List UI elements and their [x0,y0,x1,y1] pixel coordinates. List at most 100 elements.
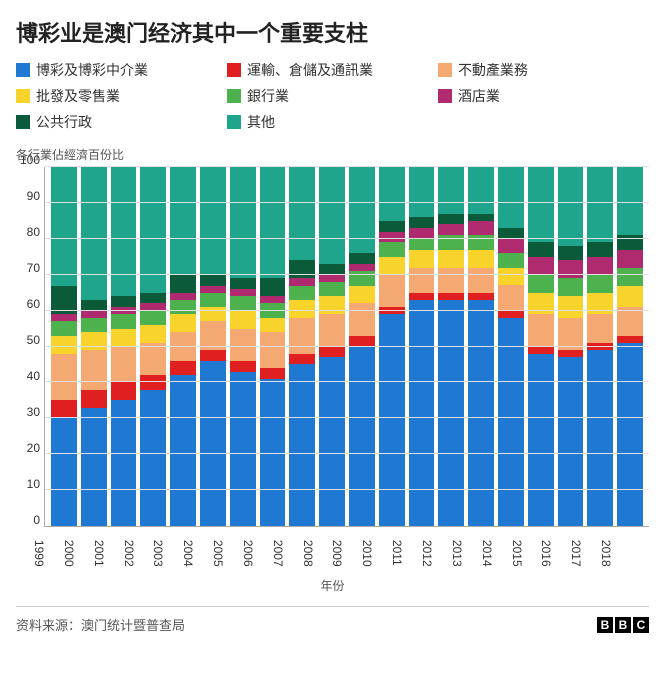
bar-segment [379,275,405,307]
bar-column [200,167,226,526]
bar-segment [111,167,137,296]
bar-segment [81,318,107,332]
bar-segment [349,347,375,527]
legend-swatch [227,63,241,77]
bar-segment [289,354,315,365]
bar-segment [51,400,77,418]
logo-letter: C [633,617,649,633]
legend-label: 公共行政 [36,112,92,132]
legend-swatch [16,63,30,77]
bar-segment [51,354,77,401]
legend-label: 運輸、倉儲及通訊業 [247,60,373,80]
bar-column [349,167,375,526]
bar-segment [260,303,286,317]
bar-segment [558,246,584,260]
legend-item: 酒店業 [438,86,649,106]
bar-segment [230,361,256,372]
bars-container [45,167,649,526]
bar-segment [319,314,345,346]
x-axis-title: 年份 [16,577,649,594]
x-tick-label: 2018 [573,527,617,553]
bar-segment [438,224,464,235]
bar-segment [558,278,584,296]
bar-segment [230,311,256,329]
bar-segment [438,167,464,214]
bar-segment [528,314,554,346]
plot-area [44,167,649,527]
bar-segment [111,400,137,526]
bar-segment [379,167,405,221]
bar-segment [379,257,405,275]
legend-swatch [16,89,30,103]
bar-segment [528,167,554,242]
legend-item: 公共行政 [16,112,227,132]
bar-segment [260,318,286,332]
bar-segment [230,289,256,296]
bar-segment [587,343,613,350]
bar-segment [498,311,524,318]
bar-segment [170,275,196,293]
bar-segment [409,300,435,526]
bar-segment [558,167,584,246]
bar-segment [260,368,286,379]
bar-segment [617,268,643,286]
legend-swatch [227,89,241,103]
bar-column [111,167,137,526]
legend-swatch [227,115,241,129]
bar-segment [140,343,166,375]
gridline [45,417,649,418]
bar-column [81,167,107,526]
bar-segment [468,268,494,293]
bar-segment [409,268,435,293]
bar-segment [558,350,584,357]
gridline [45,166,649,167]
bar-column [51,167,77,526]
bar-segment [498,239,524,253]
bar-column [528,167,554,526]
bar-segment [230,372,256,526]
bar-segment [468,250,494,268]
bar-segment [319,347,345,358]
legend-swatch [438,63,452,77]
legend-label: 不動產業務 [458,60,528,80]
bar-segment [81,311,107,318]
bar-segment [468,221,494,235]
bar-segment [111,329,137,347]
bar-segment [468,214,494,221]
bar-segment [528,275,554,293]
bar-column [289,167,315,526]
legend-label: 銀行業 [247,86,289,106]
bar-segment [587,275,613,293]
gridline [45,453,649,454]
legend-item: 批發及零售業 [16,86,227,106]
gridline [45,238,649,239]
bar-segment [200,361,226,526]
bar-segment [528,347,554,354]
bar-segment [170,293,196,300]
bar-segment [319,167,345,264]
bar-segment [200,275,226,286]
bar-segment [81,390,107,408]
bar-segment [230,278,256,289]
bar-segment [379,307,405,314]
bar-segment [289,364,315,526]
legend-label: 博彩及博彩中介業 [36,60,148,80]
bar-segment [140,325,166,343]
bar-segment [51,314,77,321]
x-axis-labels: 1999200020012002200320042005200620072008… [44,527,649,571]
bar-segment [587,167,613,242]
bar-segment [111,382,137,400]
bar-segment [200,286,226,293]
bar-segment [140,375,166,389]
gridline [45,381,649,382]
bar-segment [528,257,554,275]
gridline [45,346,649,347]
bar-segment [111,314,137,328]
bar-segment [558,260,584,278]
bar-segment [617,250,643,268]
bar-segment [498,253,524,267]
logo-letter: B [597,617,613,633]
legend-swatch [438,89,452,103]
gridline [45,274,649,275]
bar-column [558,167,584,526]
